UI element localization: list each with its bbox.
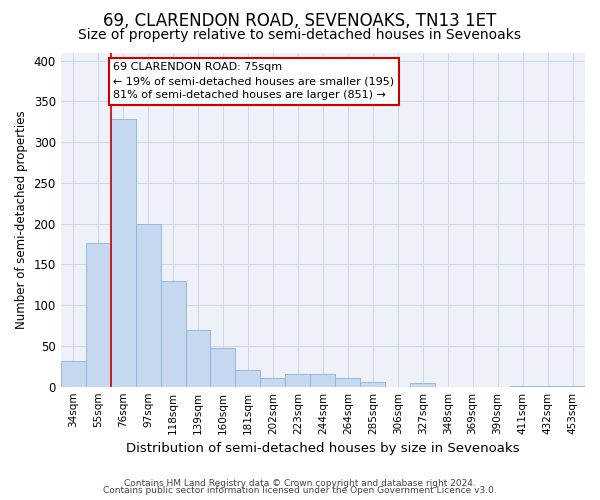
- Text: Size of property relative to semi-detached houses in Sevenoaks: Size of property relative to semi-detach…: [79, 28, 521, 42]
- Bar: [360, 382, 385, 386]
- Bar: [410, 382, 435, 386]
- Text: Contains public sector information licensed under the Open Government Licence v3: Contains public sector information licen…: [103, 486, 497, 495]
- Bar: [86, 243, 110, 386]
- Bar: [286, 374, 310, 386]
- Bar: [260, 378, 286, 386]
- Bar: [185, 330, 211, 386]
- Text: Contains HM Land Registry data © Crown copyright and database right 2024.: Contains HM Land Registry data © Crown c…: [124, 478, 476, 488]
- Bar: [235, 370, 260, 386]
- Bar: [211, 348, 235, 387]
- Bar: [61, 360, 86, 386]
- Text: 69 CLARENDON ROAD: 75sqm
← 19% of semi-detached houses are smaller (195)
81% of : 69 CLARENDON ROAD: 75sqm ← 19% of semi-d…: [113, 62, 394, 100]
- Bar: [136, 224, 161, 386]
- X-axis label: Distribution of semi-detached houses by size in Sevenoaks: Distribution of semi-detached houses by …: [126, 442, 520, 455]
- Bar: [310, 374, 335, 386]
- Bar: [110, 120, 136, 386]
- Y-axis label: Number of semi-detached properties: Number of semi-detached properties: [15, 110, 28, 329]
- Bar: [335, 378, 360, 386]
- Bar: [161, 280, 185, 386]
- Text: 69, CLARENDON ROAD, SEVENOAKS, TN13 1ET: 69, CLARENDON ROAD, SEVENOAKS, TN13 1ET: [103, 12, 497, 30]
